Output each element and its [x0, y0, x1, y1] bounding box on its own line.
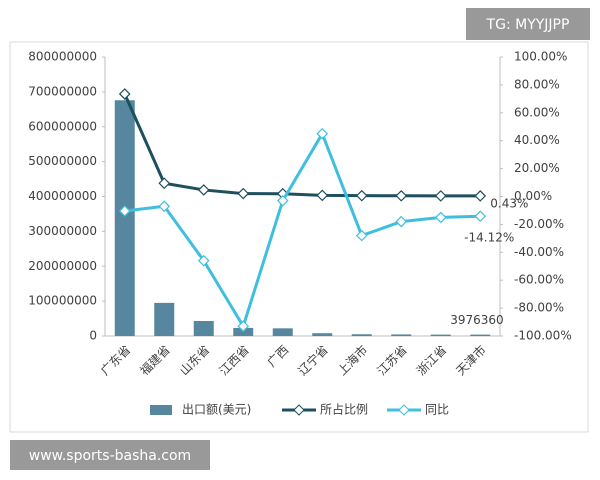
data-label: -14.12%	[464, 231, 514, 245]
marker	[158, 177, 171, 190]
y-tick-label: 300000000	[28, 224, 97, 238]
watermark-box	[10, 440, 210, 470]
marker	[355, 229, 368, 242]
marker	[474, 190, 487, 202]
x-tick-label: 上海市	[334, 342, 370, 378]
y2-tick-label: 20.00%	[514, 161, 560, 175]
line	[123, 93, 481, 198]
legend-label: 同比	[425, 403, 449, 417]
legend-swatch	[398, 404, 410, 416]
y-tick-label: 200000000	[28, 259, 97, 273]
marker	[395, 189, 408, 202]
bar	[154, 302, 175, 336]
marker	[316, 127, 329, 140]
line	[124, 130, 481, 330]
watermark-box	[466, 8, 590, 40]
marker	[197, 254, 210, 267]
bar	[430, 334, 451, 336]
marker	[434, 211, 447, 224]
marker	[118, 205, 131, 217]
marker	[237, 187, 250, 200]
y2-tick-label: -40.00%	[514, 245, 564, 259]
x-tick-label: 江苏省	[374, 343, 409, 378]
bar	[391, 334, 412, 336]
y2-tick-label: 80.00%	[514, 77, 560, 91]
marker	[474, 210, 487, 223]
x-tick-label: 山东省	[177, 343, 212, 378]
x-tick-label: 广西	[264, 343, 291, 370]
x-tick-label: 江西省	[216, 343, 251, 378]
bar	[114, 100, 135, 337]
bar	[312, 333, 333, 336]
y2-tick-label: 60.00%	[514, 105, 560, 119]
bar	[470, 334, 491, 336]
bar	[193, 321, 214, 336]
marker	[158, 200, 171, 213]
y-tick-label: 500000000	[28, 154, 97, 168]
x-tick-label: 福建省	[137, 342, 173, 378]
y-tick-label: 100000000	[28, 294, 97, 308]
legend-label: 出口额(美元)	[182, 403, 251, 417]
watermark: TG: MYYJJPP	[486, 17, 570, 33]
y2-tick-label: 40.00%	[514, 133, 560, 147]
legend-label: 所占比例	[320, 402, 368, 417]
y-tick-label: 700000000	[28, 84, 97, 98]
legend-swatch	[293, 404, 305, 416]
marker	[118, 88, 131, 100]
data-label: 3976360	[450, 313, 503, 327]
y-tick-label: 0	[89, 329, 97, 343]
y-tick-label: 600000000	[28, 119, 97, 133]
marker	[355, 189, 368, 202]
y2-tick-label: 0.00%	[514, 189, 552, 203]
marker	[395, 215, 408, 228]
marker	[197, 184, 210, 196]
y-tick-label: 400000000	[28, 189, 97, 203]
bar	[351, 334, 372, 336]
marker	[237, 320, 250, 333]
x-tick-label: 辽宁省	[295, 342, 331, 378]
marker	[316, 189, 329, 202]
y2-tick-label: -60.00%	[514, 273, 564, 287]
y2-tick-label: 100.00%	[514, 50, 567, 64]
x-tick-label: 浙江省	[414, 343, 449, 378]
marker	[434, 190, 447, 202]
marker	[276, 194, 289, 207]
x-tick-label: 广东省	[98, 343, 133, 378]
watermark: www.sports-basha.com	[29, 448, 191, 464]
data-label: 0.43%	[490, 196, 528, 210]
y2-tick-label: -100.00%	[514, 329, 572, 343]
y2-tick-label: -80.00%	[514, 301, 564, 315]
y-tick-label: 800000000	[28, 50, 97, 64]
legend-swatch	[150, 405, 172, 415]
bar	[272, 328, 293, 336]
chart-frame	[9, 41, 589, 433]
y2-tick-label: -20.00%	[514, 217, 564, 231]
x-tick-label: 天津市	[453, 342, 489, 378]
